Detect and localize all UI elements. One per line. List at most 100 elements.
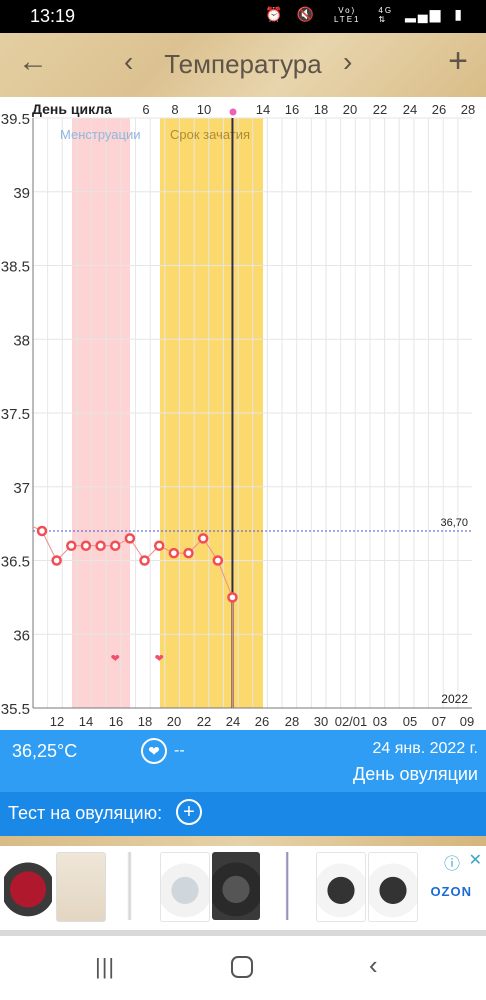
status-bar: 13:19 ⏰ 🔇 Vo) LTE1 4G ⇅ ▂▄▆ ▮ [0, 0, 486, 33]
ovulation-test-label: Тест на овуляцию: [8, 803, 163, 823]
ad-banner[interactable]: ⓘ ✕ OZON [0, 846, 486, 930]
status-icons: ⏰ 🔇 Vo) LTE1 4G ⇅ ▂▄▆ ▮ [259, 6, 464, 24]
next-period-button[interactable]: › [343, 46, 353, 77]
y-tick-label: 36 [13, 627, 30, 644]
volte-indicator: Vo) LTE1 [328, 6, 361, 24]
ad-vacuum-image[interactable] [4, 852, 52, 920]
data-point [80, 540, 92, 551]
alarm-icon: ⏰ [265, 6, 285, 22]
x-tick-label: 30 [314, 714, 328, 729]
ad-stick-vacuum-image[interactable] [108, 852, 156, 920]
cover-line-label: 36,70 [440, 517, 468, 529]
y-tick-label: 39.5 [1, 111, 30, 128]
cycle-day-tick: 14 [256, 102, 270, 117]
cycle-day-tick: 22 [373, 102, 387, 117]
cycle-day-tick: 8 [171, 102, 178, 117]
ovulation-marker-dot [229, 108, 237, 116]
data-point [36, 525, 48, 537]
fertile-label: Срок зачатия [170, 127, 250, 142]
x-tick-label: 16 [109, 714, 123, 729]
data-point [227, 592, 238, 603]
cycle-day-tick: 16 [285, 102, 299, 117]
cycle-day-tick: 10 [197, 102, 211, 117]
cycle-day-tick: 20 [343, 102, 357, 117]
y-tick-label: 37 [13, 480, 30, 497]
x-tick-label: 02/01 [335, 714, 368, 729]
temperature-chart[interactable]: 35.5 36 36.5 37 37.5 38 38.5 39 39.5 Менструации С… [0, 97, 486, 730]
cycle-day-tick: 18 [314, 102, 328, 117]
menstruation-label: Менструации [60, 127, 140, 142]
x-tick-label: 07 [432, 714, 446, 729]
ad-info-icon[interactable]: ⓘ [443, 856, 460, 873]
ad-washer4-image[interactable] [368, 852, 418, 922]
data-point [197, 533, 209, 544]
recent-apps-icon[interactable]: ||| [95, 954, 116, 979]
data-point [66, 540, 77, 551]
data-point [51, 555, 62, 566]
system-nav-bar: ||| ‹ [0, 936, 486, 1000]
mute-icon: 🔇 [296, 6, 317, 22]
info-bar: 36,25°C ❤ -- 24 янв. 2022 г. День овуляц… [0, 730, 486, 792]
cycle-day-tick: 26 [432, 102, 446, 117]
x-tick-label: 14 [79, 714, 93, 729]
data-point [139, 555, 150, 566]
heart-marker: ❤ [155, 652, 164, 665]
volte-label: Vo) [338, 6, 357, 16]
ad-fridge-image[interactable] [56, 852, 106, 922]
prev-period-button[interactable]: ‹ [124, 46, 134, 77]
x-tick-label: 18 [138, 714, 152, 729]
cycle-day-tick: 6 [142, 102, 149, 117]
y-tick-label: 36.5 [1, 554, 30, 571]
chart-svg[interactable]: 35.5 36 36.5 37 37.5 38 38.5 39 39.5 Менструации С… [0, 97, 486, 730]
wood-strip [0, 836, 486, 846]
x-tick-label: 12 [50, 714, 64, 729]
heart-icon[interactable]: ❤ [141, 738, 167, 764]
back-button[interactable]: ← [18, 45, 48, 78]
ad-close-icon[interactable]: ✕ [468, 852, 482, 869]
lte-label: LTE1 [333, 15, 361, 25]
home-icon[interactable] [231, 956, 253, 978]
y-tick-label: 38.5 [1, 259, 30, 276]
battery-icon: ▮ [454, 6, 464, 22]
page-title: Температура [164, 49, 322, 79]
ovulation-test-bar: Тест на овуляцию: + [0, 792, 486, 836]
cycle-day-label: День цикла [32, 101, 112, 117]
day-status: День овуляции [353, 764, 478, 784]
selected-date: 24 янв. 2022 г. [372, 740, 479, 757]
data-point [168, 547, 180, 559]
heart-marker: ❤ [111, 652, 120, 665]
year-label: 2022 [441, 692, 468, 706]
temperature-value: 36,25°C [12, 741, 78, 761]
y-tick-label: 35.5 [1, 701, 30, 718]
ad-washer3-image[interactable] [316, 852, 366, 922]
status-time: 13:19 [30, 6, 76, 26]
data-point [124, 533, 136, 544]
nav-back-icon[interactable]: ‹ [369, 950, 378, 980]
add-test-button[interactable]: + [176, 799, 202, 825]
data-point [212, 555, 224, 566]
y-tick-label: 38 [13, 332, 30, 349]
ad-stick-vacuum2-image[interactable] [264, 852, 312, 920]
data-point [95, 540, 106, 551]
x-tick-label: 05 [403, 714, 417, 729]
4g-indicator: 4G ⇅ [378, 6, 394, 25]
divider [0, 930, 486, 936]
data-point [183, 547, 194, 559]
app-header: ← ‹ Температура › + [0, 33, 486, 97]
x-tick-label: 26 [255, 714, 269, 729]
ad-washer-dark-image[interactable] [212, 852, 260, 920]
x-tick-label: 22 [197, 714, 211, 729]
signal-icon: ▂▄▆ [404, 6, 443, 22]
y-tick-label: 39 [13, 185, 30, 202]
ozon-logo[interactable]: OZON [430, 884, 472, 899]
x-tick-label: 24 [226, 714, 240, 729]
add-button[interactable]: + [448, 42, 468, 80]
cycle-day-tick: 28 [461, 102, 475, 117]
x-tick-label: 20 [167, 714, 181, 729]
x-tick-label: 03 [373, 714, 387, 729]
ad-washer-white-image[interactable] [160, 852, 210, 922]
x-tick-label: 28 [285, 714, 299, 729]
4g-label: 4G [378, 6, 394, 16]
y-tick-label: 37.5 [1, 406, 30, 423]
intercourse-value: -- [174, 742, 185, 759]
